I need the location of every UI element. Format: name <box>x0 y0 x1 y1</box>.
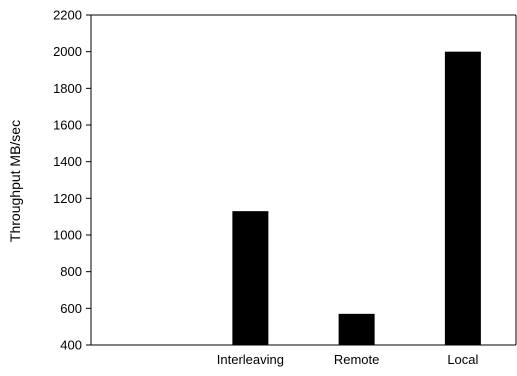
x-axis-labels: Interleaving Remote Local <box>217 352 479 367</box>
bar-remote <box>338 313 375 345</box>
y-tick-label: 1800 <box>53 81 82 96</box>
x-tick-label: Local <box>447 352 478 367</box>
y-tick-label: 1200 <box>53 191 82 206</box>
y-tick-label: 600 <box>60 301 82 316</box>
y-tick-label: 1600 <box>53 118 82 133</box>
y-tick-label: 1000 <box>53 228 82 243</box>
bars <box>232 51 481 346</box>
y-tick-label: 2200 <box>53 8 82 23</box>
y-axis-ticks: 400 600 800 1000 1200 1400 1600 1800 2000 2200 <box>53 8 91 353</box>
y-axis-title: Throughput MB/sec <box>7 120 23 242</box>
y-tick-label: 2000 <box>53 44 82 59</box>
bar-interleaving <box>232 211 269 345</box>
x-tick-label: Interleaving <box>217 352 284 367</box>
y-tick-label: 800 <box>60 264 82 279</box>
y-tick-label: 1400 <box>53 154 82 169</box>
bar-local <box>444 51 481 346</box>
y-tick-label: 400 <box>60 338 82 353</box>
x-tick-label: Remote <box>334 352 380 367</box>
